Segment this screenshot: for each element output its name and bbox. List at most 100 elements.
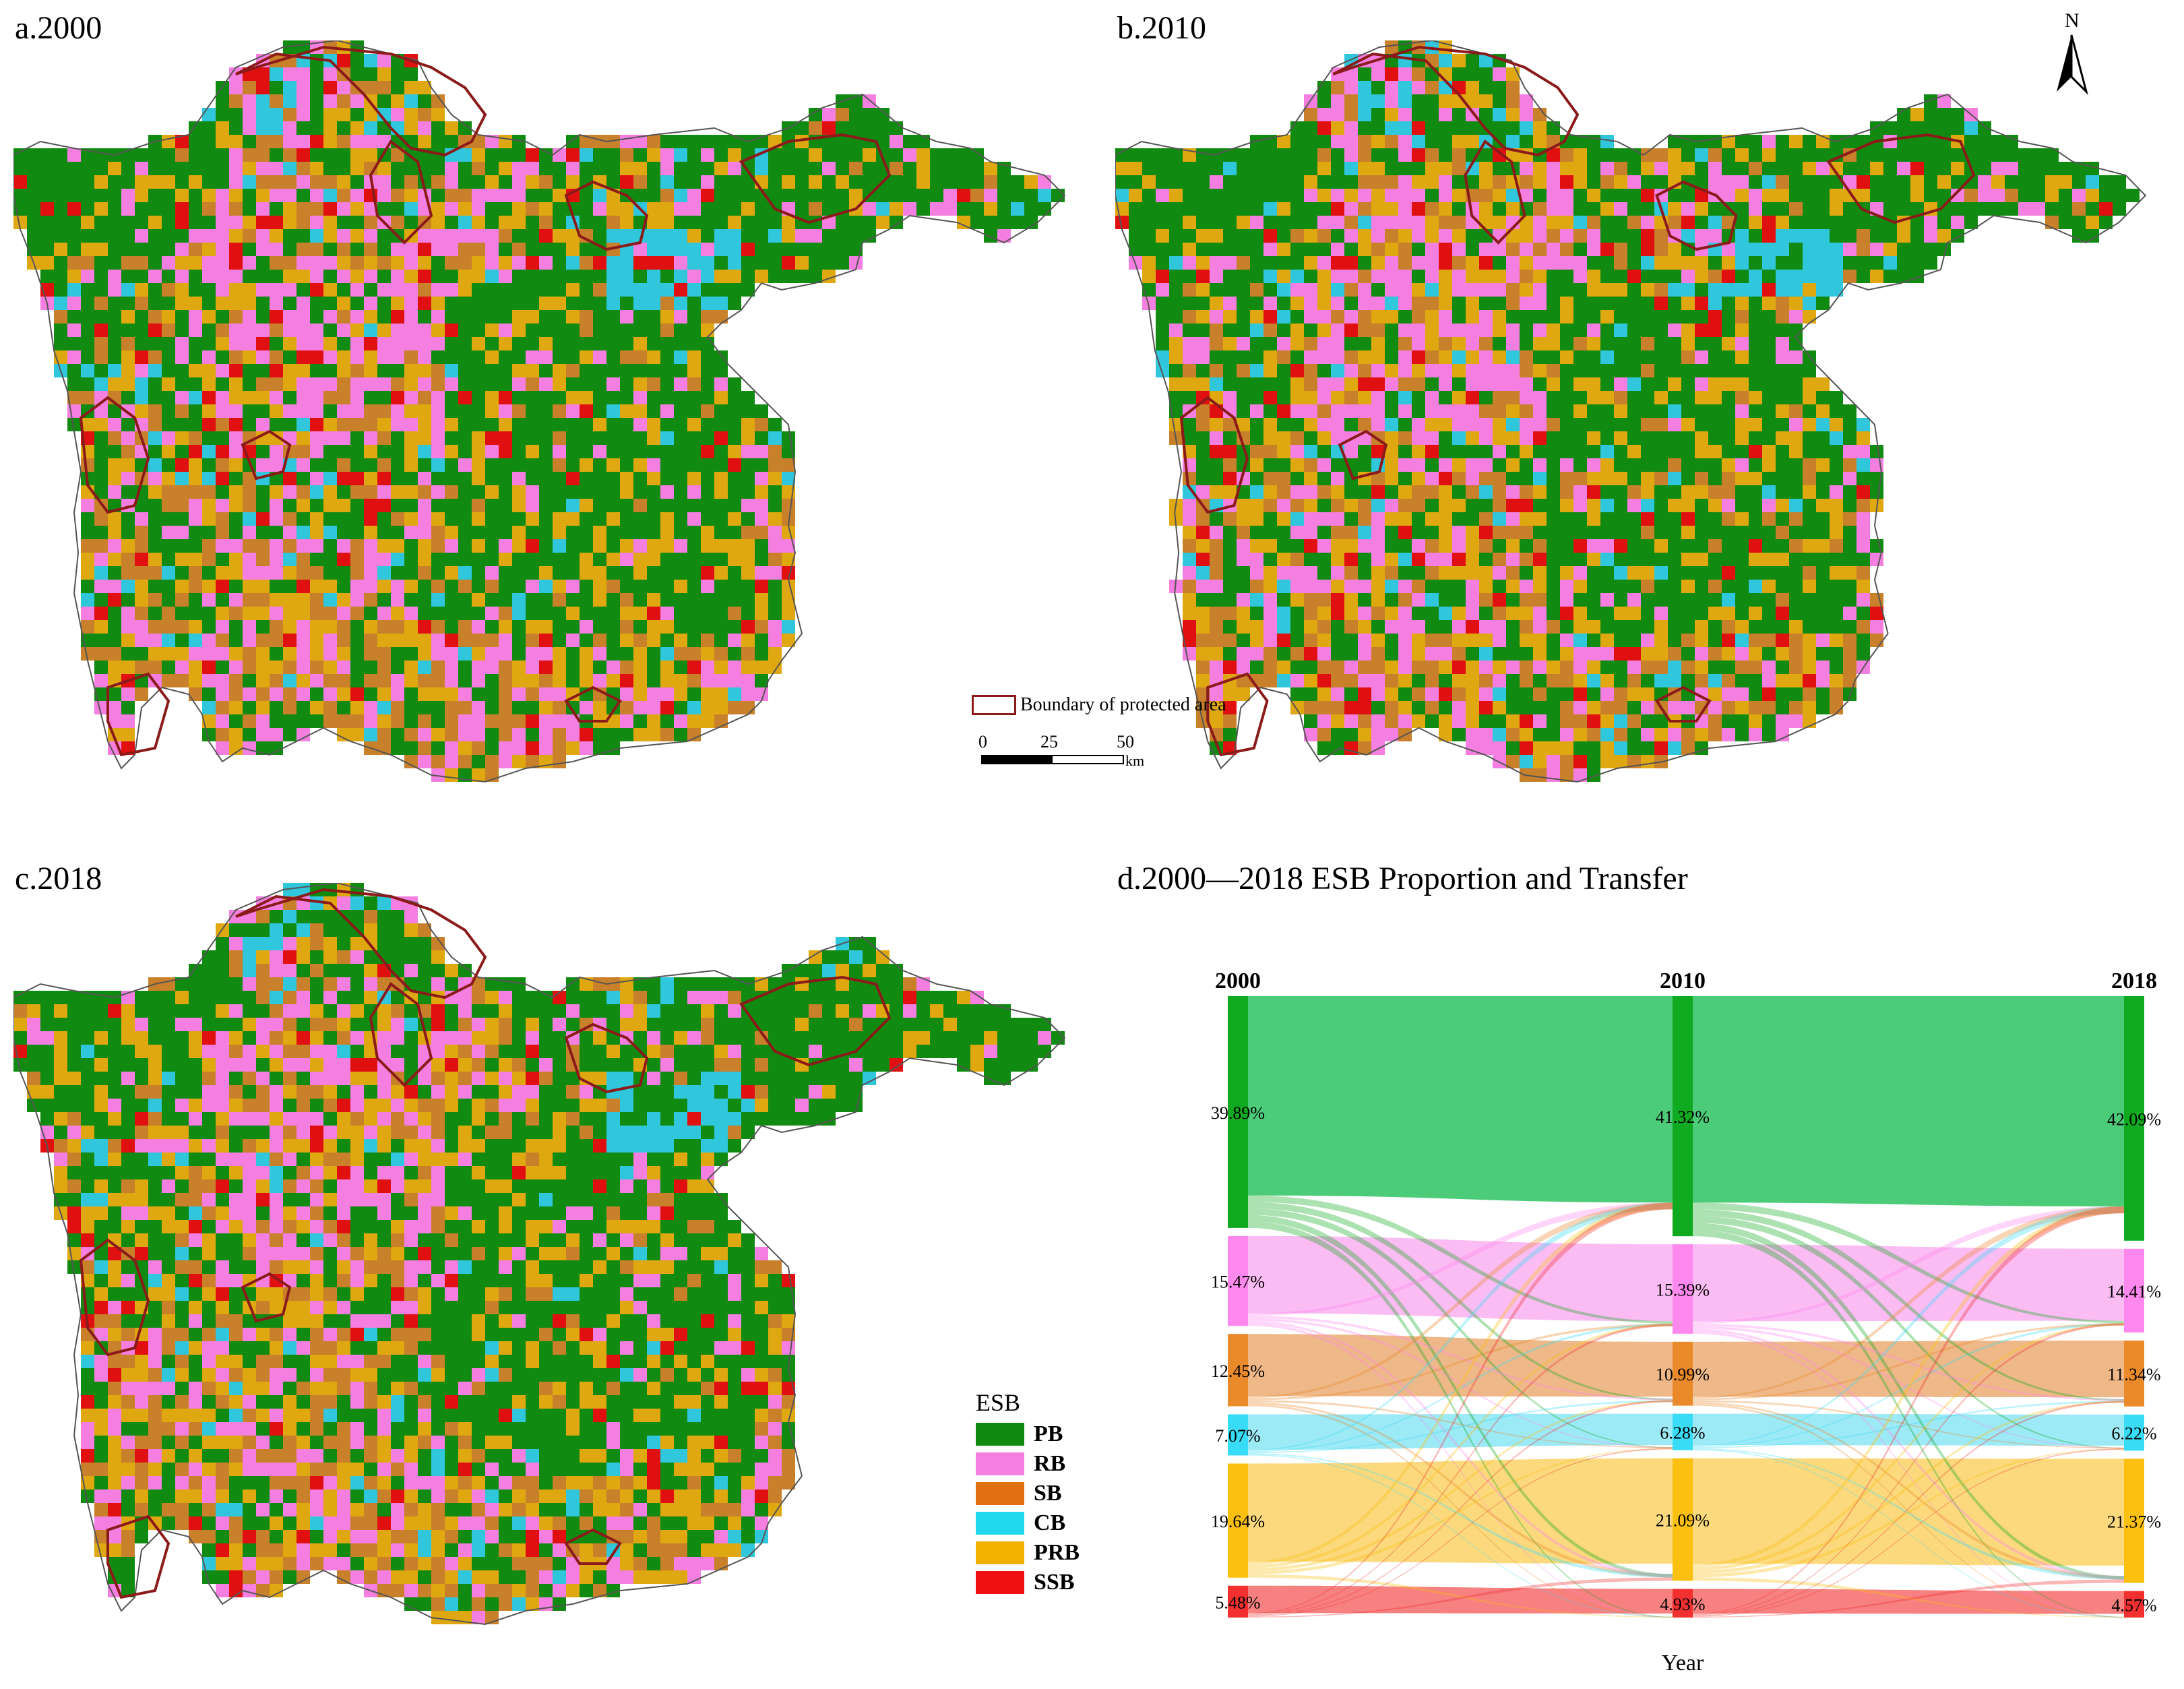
- flow-prb-to-ssb: [1248, 1574, 1673, 1618]
- node-2000-prb: [1228, 1463, 1248, 1578]
- legend-swatch-prb: [976, 1541, 1024, 1564]
- node-2000-sb: [1228, 1334, 1248, 1407]
- legend-label-rb: RB: [1034, 1451, 1066, 1476]
- map-grid: [13, 40, 1065, 782]
- flow-prb-to-cb: [1693, 1448, 2124, 1578]
- protected-area-boundary: [739, 133, 892, 224]
- protected-area-boundary: [564, 1022, 649, 1094]
- sankey-chart: 39.89% 15.47% 12.45% 7.07% 19.64% 5.48% 41.32%…: [1211, 969, 2161, 1676]
- flow-pb-to-ssb: [1693, 1229, 2124, 1618]
- flow-pb-self: [1693, 996, 2124, 1207]
- legend-item-ssb: SSB: [976, 1568, 1080, 1597]
- flow-rb-to-cb: [1248, 1318, 1673, 1448]
- flow-rb-to-ssb: [1693, 1331, 2124, 1618]
- legend-label-prb: PRB: [1034, 1540, 1080, 1565]
- north-arrow: N: [2051, 9, 2092, 97]
- node-label-2018-cb: 6.22%: [2111, 1424, 2156, 1444]
- protected-area-boundary: [739, 975, 892, 1067]
- flow-ssb-to-cb: [1693, 1448, 2124, 1617]
- flow-cb-to-sb: [1248, 1400, 1673, 1454]
- flow-ssb-to-rb: [1693, 1323, 2124, 1616]
- node-2010-sb: [1673, 1341, 1693, 1406]
- scale-tick-50: 50: [1117, 732, 1134, 751]
- flow-ssb-to-sb: [1248, 1400, 1673, 1616]
- flow-rb-to-pb: [1248, 1202, 1673, 1316]
- node-2000-rb: [1228, 1235, 1248, 1326]
- study-area-outline: [13, 40, 1066, 783]
- panel-a-title: a.2000: [15, 10, 102, 46]
- legend-item-cb: CB: [976, 1508, 1080, 1538]
- legend-swatch-pb: [976, 1423, 1024, 1446]
- protected-area-boundary: [1654, 685, 1712, 723]
- protected-area-boundary: [79, 396, 150, 514]
- flow-ssb-self: [1693, 1589, 2124, 1614]
- year-label-2010: 2010: [1660, 969, 1706, 993]
- node-label-2010-cb: 6.28%: [1660, 1423, 1705, 1443]
- study-area-outline: [13, 883, 1066, 1626]
- flow-cb-to-sb: [1693, 1401, 2124, 1448]
- study-area-outline: [1115, 40, 2147, 783]
- flow-prb-to-pb: [1693, 1206, 2124, 1568]
- flow-cb-to-rb: [1248, 1323, 1673, 1452]
- flow-cb-to-prb: [1693, 1448, 2124, 1580]
- flow-prb-to-sb: [1248, 1400, 1673, 1572]
- legend-label-pb: PB: [1034, 1421, 1063, 1446]
- protected-area-boundary: [369, 140, 433, 245]
- protected-area-boundary: [235, 888, 487, 1000]
- protected-area-boundary: [564, 685, 622, 723]
- scale-tick-25: 25: [1040, 732, 1058, 751]
- node-label-2018-sb: 11.34%: [2107, 1365, 2160, 1384]
- flow-rb-to-prb: [1693, 1328, 2124, 1580]
- map-grid: [1115, 40, 2140, 782]
- flow-sb-to-ssb: [1248, 1404, 1673, 1618]
- panel-c-title: c.2018: [15, 861, 102, 896]
- flow-ssb-to-sb: [1693, 1401, 2124, 1616]
- protected-area-boundary: [235, 45, 487, 157]
- flow-cb-self: [1693, 1413, 2124, 1446]
- flow-rb-to-sb: [1693, 1323, 2124, 1401]
- flow-rb-to-prb: [1248, 1320, 1673, 1578]
- node-2010-rb: [1673, 1244, 1693, 1334]
- flow-prb-self: [1248, 1458, 1673, 1564]
- legend-item-prb: PRB: [976, 1538, 1080, 1568]
- node-2018-sb: [2124, 1341, 2144, 1407]
- flow-rb-to-sb: [1248, 1316, 1673, 1401]
- node-2000-ssb: [1228, 1585, 1248, 1618]
- flow-ssb-self: [1248, 1585, 1673, 1614]
- flow-sb-to-pb: [1248, 1202, 1673, 1399]
- node-2018-prb: [2124, 1458, 2144, 1583]
- flow-cb-to-rb: [1693, 1323, 2124, 1448]
- flow-pb-to-ssb: [1248, 1221, 1673, 1618]
- node-2010-pb: [1673, 996, 1693, 1237]
- protected-area-label: Boundary of protected area: [1020, 694, 1226, 715]
- flow-prb-to-ssb: [1693, 1577, 2124, 1618]
- legend-swatch-cb: [976, 1512, 1024, 1535]
- node-label-2000-pb: 39.89%: [1211, 1103, 1265, 1123]
- protected-area-boundary: [1826, 133, 1976, 224]
- legend-item-sb: SB: [976, 1479, 1080, 1508]
- legend-item-rb: RB: [976, 1449, 1080, 1479]
- node-2010-cb: [1673, 1413, 1693, 1450]
- flow-rb-self: [1693, 1244, 2124, 1322]
- flow-sb-to-prb: [1248, 1402, 1673, 1578]
- protected-area-boundary: [106, 1514, 170, 1599]
- protected-area-boundary: [1338, 429, 1388, 481]
- node-2018-rb: [2124, 1248, 2144, 1333]
- flow-ssb-to-prb: [1248, 1577, 1673, 1618]
- protected-area-boundary: [79, 1238, 150, 1357]
- node-label-2000-prb: 19.64%: [1211, 1512, 1265, 1531]
- sankey-nodes: 39.89% 15.47% 12.45% 7.07% 19.64% 5.48% 41.32%…: [1211, 996, 2161, 1618]
- north-arrow-icon: [2057, 34, 2088, 95]
- flow-cb-to-prb: [1248, 1453, 1673, 1578]
- flow-prb-to-sb: [1693, 1401, 2124, 1574]
- legend-swatch-sb: [976, 1482, 1024, 1505]
- node-2018-pb: [2124, 996, 2144, 1241]
- legend-swatch-ssb: [976, 1571, 1024, 1594]
- flow-pb-to-prb: [1248, 1215, 1673, 1578]
- scale-tick-0: 0: [978, 732, 987, 751]
- map-2010: [1115, 40, 2147, 783]
- flow-ssb-to-cb: [1248, 1448, 1673, 1617]
- panel-d-title: d.2000—2018 ESB Proportion and Transfer: [1117, 861, 1688, 896]
- map-grid: [13, 883, 1065, 1624]
- flow-rb-to-cb: [1693, 1326, 2124, 1449]
